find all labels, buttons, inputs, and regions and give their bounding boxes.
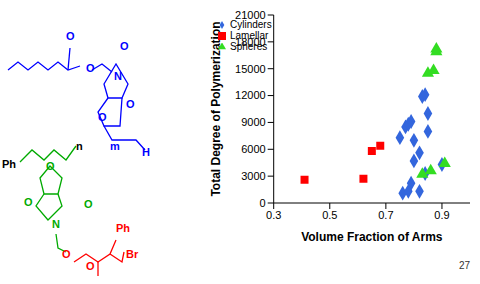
svg-text:18000: 18000 xyxy=(235,36,266,48)
svg-text:Volume Fraction of Arms: Volume Fraction of Arms xyxy=(301,230,443,244)
svg-text:O: O xyxy=(66,30,75,42)
svg-text:O: O xyxy=(86,260,95,272)
svg-text:12000: 12000 xyxy=(235,89,266,101)
svg-text:9000: 9000 xyxy=(241,116,265,128)
svg-text:n: n xyxy=(76,140,83,152)
svg-text:15000: 15000 xyxy=(235,63,266,75)
svg-text:0.9: 0.9 xyxy=(434,209,449,221)
svg-text:Br: Br xyxy=(126,248,139,260)
svg-text:0.5: 0.5 xyxy=(322,209,337,221)
svg-text:N: N xyxy=(52,218,60,230)
svg-text:O: O xyxy=(98,111,107,123)
svg-text:O: O xyxy=(120,40,129,52)
svg-text:O: O xyxy=(126,98,135,110)
svg-text:3000: 3000 xyxy=(241,170,265,182)
svg-text:H: H xyxy=(142,146,150,158)
svg-text:0.3: 0.3 xyxy=(266,209,281,221)
svg-text:6000: 6000 xyxy=(241,143,265,155)
svg-text:0.7: 0.7 xyxy=(378,209,393,221)
svg-text:Total Degree of Polymerization: Total Degree of Polymerization xyxy=(209,21,223,196)
svg-text:21000: 21000 xyxy=(235,9,266,21)
svg-text:O: O xyxy=(86,62,95,74)
svg-text:0: 0 xyxy=(260,197,266,209)
svg-text:O: O xyxy=(24,196,33,208)
svg-text:Ph: Ph xyxy=(8,158,16,170)
svg-text:m: m xyxy=(110,140,120,152)
svg-text:O: O xyxy=(62,248,71,260)
svg-text:O: O xyxy=(84,198,93,210)
svg-text:O: O xyxy=(46,160,55,172)
svg-text:Ph: Ph xyxy=(116,222,130,234)
svg-text:N: N xyxy=(114,70,122,82)
